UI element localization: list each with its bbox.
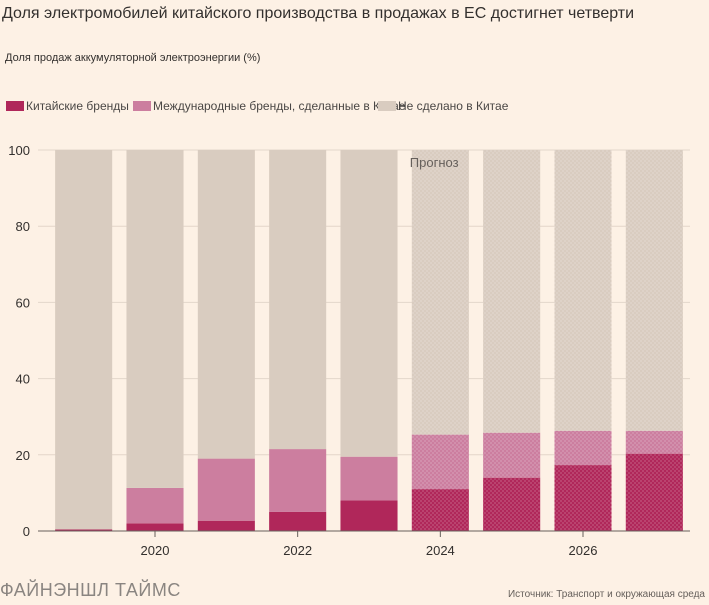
forecast-texture [554,150,612,531]
source-note: Источник: Транспорт и окружающая среда [507,589,705,600]
y-tick-label: 40 [16,372,30,387]
legend-label-not-made-in-china: Не сделано в Китае [398,99,509,113]
legend-swatch-international-brands [133,101,151,111]
y-tick-label: 0 [23,524,30,539]
bar-segment [126,150,184,488]
x-tick-label: 2022 [283,543,312,558]
y-tick-label: 80 [16,219,30,234]
legend-label-international-brands: Международные бренды, сделанные в Китае [153,99,406,113]
chart-title: Доля электромобилей китайского производс… [2,5,635,22]
bar-segment [55,529,113,531]
legend-swatch-not-made-in-china [378,101,396,111]
x-tick-label: 2024 [426,543,455,558]
x-tick-label: 2026 [569,543,598,558]
chart-subtitle: Доля продаж аккумуляторной электроэнерги… [5,52,261,64]
legend-item-not-made-in-china: Не сделано в Китае [378,99,508,113]
bar-segment [197,150,255,459]
legend-item-chinese-brands: Китайские бренды [6,99,129,113]
bar-segment [340,150,398,457]
bar-segment [340,500,398,531]
x-tick-label: 2020 [141,543,170,558]
legend-item-international-brands: Международные бренды, сделанные в Китае [133,99,405,113]
y-tick-label: 60 [16,295,30,310]
legend-swatch-chinese-brands [6,101,24,111]
bar-segment [126,523,184,531]
bar-segment [269,150,327,450]
bar-segment [126,487,184,524]
y-tick-label: 100 [8,143,30,158]
forecast-texture [625,150,683,531]
bar-segment [197,520,255,531]
bar-segment [55,150,113,530]
forecast-label: Прогноз [410,155,459,170]
bar-segment [340,456,398,501]
ft-logo: ФАЙНЭНШЛ ТАЙМС [0,580,181,600]
bar-segment [269,511,327,531]
legend-label-chinese-brands: Китайские бренды [26,99,129,113]
forecast-texture [483,150,541,531]
forecast-texture [411,150,469,531]
y-tick-label: 20 [16,448,30,463]
bar-segment [197,458,255,521]
bar-segment [269,449,327,512]
